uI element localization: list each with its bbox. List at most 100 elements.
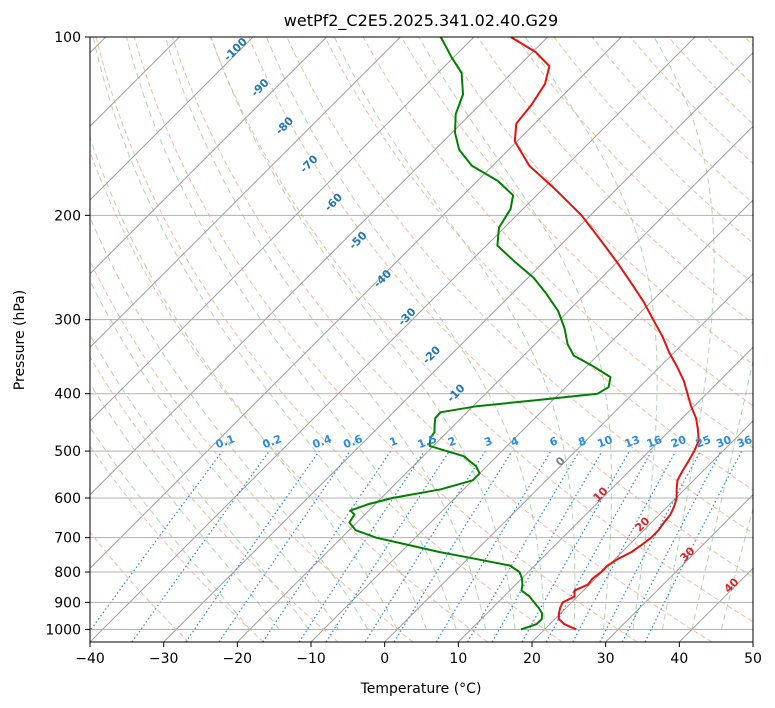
- isotherm: [90, 37, 475, 422]
- dry-adiabat: [95, 37, 563, 642]
- dry-adiabat: [90, 356, 339, 642]
- moist-adiabat: [266, 37, 546, 630]
- x-tick-label: 10: [449, 651, 467, 667]
- series-layer: [348, 37, 700, 631]
- x-tick-label: −10: [296, 651, 326, 667]
- isotherm: [90, 37, 401, 349]
- y-tick-label: 500: [54, 444, 81, 460]
- mixing-ratio-line: [90, 450, 223, 632]
- mixing-ratio-line: [572, 450, 677, 642]
- isotherm: [90, 37, 622, 570]
- y-tick-label: 100: [54, 30, 81, 46]
- y-axis: 1000 900 800 700 600 500 400 300 200 100: [45, 30, 90, 638]
- dry-adiabat: [324, 37, 753, 491]
- x-tick-label: 30: [597, 651, 615, 667]
- x-tick-label: 50: [744, 651, 762, 667]
- isotherm: [605, 493, 753, 642]
- mixing-ratio-line: [521, 450, 631, 642]
- mixing-ratio-label: 0.6: [342, 432, 365, 451]
- dry-adiabat: [171, 37, 712, 642]
- y-tick-label: 400: [54, 387, 81, 403]
- x-axis: −40 −30 −20 −10 0 10 20 30 40 50: [75, 642, 762, 667]
- x-tick-label: 20: [523, 651, 541, 667]
- moist-adiabat: [164, 37, 487, 630]
- x-tick-label: −40: [75, 651, 105, 667]
- y-axis-label: Pressure (hPa): [12, 290, 28, 390]
- moist-adiabat: [210, 37, 516, 630]
- dry-adiabat: [210, 37, 753, 623]
- mixing-ratio-label: 25: [694, 433, 713, 450]
- mixing-ratio-label: 4: [509, 434, 521, 449]
- mixing-ratio-label: 1: [388, 434, 400, 449]
- temperature-profile: [510, 37, 700, 631]
- mixing-ratio-label: 36: [735, 433, 754, 451]
- mixing-ratio-label: 2: [446, 434, 458, 449]
- dry-adiabat: [400, 37, 753, 407]
- isotherm: [236, 125, 753, 642]
- moist-adiabat: [653, 37, 715, 630]
- x-tick-label: 40: [670, 651, 688, 667]
- mixing-ratio-label: 1.5: [416, 432, 439, 451]
- mixing-ratio-line: [545, 450, 653, 642]
- y-tick-label: 900: [54, 595, 81, 611]
- mixing-ratio-line: [644, 450, 743, 642]
- isotherm: [163, 51, 753, 642]
- mixing-ratio-label: 20: [669, 433, 688, 451]
- mixing-ratio-label: 10: [596, 433, 615, 451]
- isotherm: [90, 37, 696, 642]
- moist-adiabat: [691, 358, 753, 630]
- mixing-ratio-label: 0.4: [311, 432, 334, 451]
- dry-adiabat: [248, 37, 753, 578]
- moist-adiabat: [92, 37, 428, 630]
- background-lines: [90, 37, 753, 642]
- y-tick-label: 600: [54, 491, 81, 507]
- moist-adiabat: [126, 37, 457, 630]
- mixing-ratio-line: [218, 450, 351, 642]
- moist-adiabat: [90, 215, 369, 630]
- mixing-ratio-line: [131, 450, 270, 642]
- moist-adiabat: [90, 382, 280, 630]
- moist-adiabat: [524, 37, 658, 630]
- dry-adiabat: [133, 37, 638, 642]
- isotherm: [90, 37, 328, 275]
- mixing-ratio-line: [393, 450, 513, 642]
- mixing-ratio-line: [262, 450, 392, 642]
- x-tick-label: −20: [223, 651, 253, 667]
- dry-adiabat: [438, 37, 753, 366]
- isotherm: [90, 37, 549, 496]
- mixing-ratio-label: 3: [482, 434, 494, 449]
- mixing-ratio-label: 6: [548, 434, 560, 449]
- mixing-ratio-label: 8: [576, 434, 588, 449]
- mixing-ratio-label: 30: [714, 433, 733, 451]
- isotherm: [457, 346, 753, 642]
- dewpoint-profile: [348, 37, 612, 631]
- y-tick-label: 1000: [45, 622, 81, 638]
- plot-frame: [89, 36, 754, 643]
- dry-adiabat: [90, 531, 190, 642]
- isotherm: [90, 37, 254, 201]
- mixing-ratio-label: 13: [623, 433, 642, 450]
- moist-adiabat: [90, 426, 251, 630]
- mixing-ratio-label: 0.2: [261, 432, 284, 451]
- y-tick-label: 700: [54, 531, 81, 547]
- x-tick-label: 0: [380, 651, 389, 667]
- y-tick-label: 800: [54, 565, 81, 581]
- isotherm: [384, 272, 753, 642]
- moist-adiabat: [90, 334, 310, 630]
- mixing-ratio-line: [298, 450, 425, 642]
- isotherm: [531, 420, 753, 642]
- mixing-ratio-label: 16: [645, 433, 664, 451]
- mixing-ratio-line: [185, 450, 320, 642]
- mixing-ratio-line: [325, 450, 450, 642]
- chart-title: wetPf2_C2E5.2025.341.02.40.G29: [284, 11, 558, 31]
- isotherm: [310, 199, 753, 642]
- y-tick-label: 300: [54, 313, 81, 329]
- moist-adiabat: [418, 37, 613, 630]
- moist-adiabat: [90, 279, 339, 630]
- mixing-ratio-label: 0.1: [214, 432, 237, 451]
- dry-adiabat: [90, 445, 264, 642]
- x-axis-label: Temperature (°C): [360, 681, 482, 697]
- moist-adiabat: [90, 135, 398, 630]
- y-tick-label: 200: [54, 208, 81, 224]
